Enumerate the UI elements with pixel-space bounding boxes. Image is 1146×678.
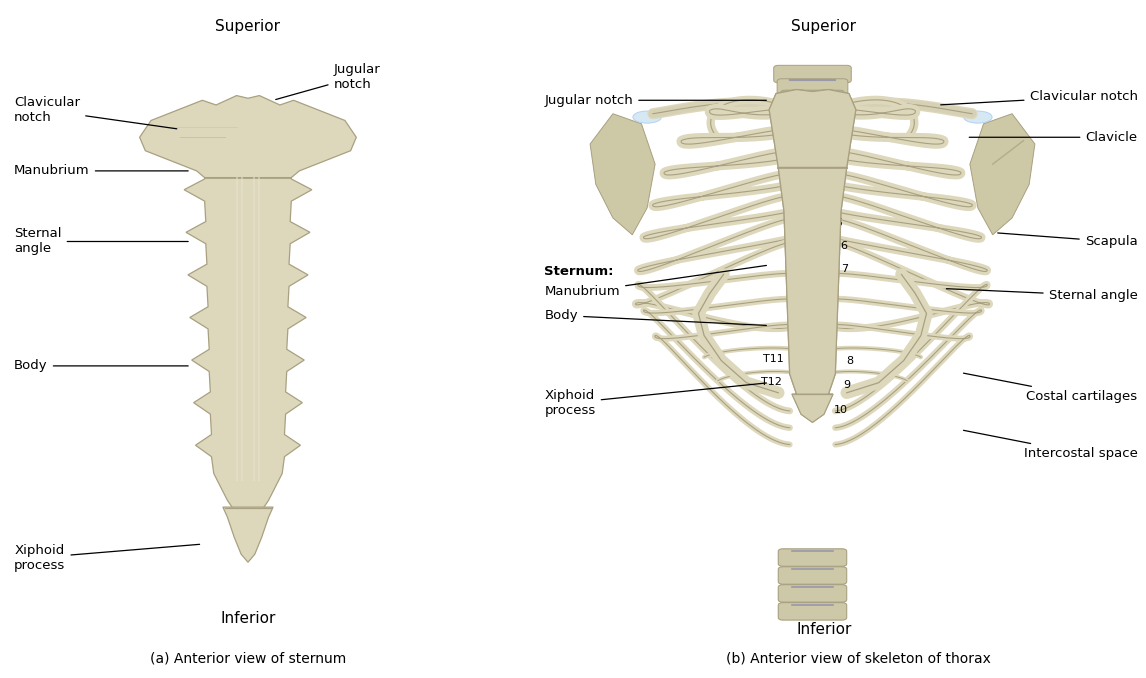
Polygon shape (778, 167, 847, 399)
Text: Inferior: Inferior (220, 611, 276, 626)
Text: Clavicular notch: Clavicular notch (941, 90, 1138, 105)
Text: T12: T12 (761, 377, 782, 387)
Polygon shape (222, 507, 273, 562)
Text: 9: 9 (843, 380, 850, 390)
Text: Superior: Superior (215, 19, 281, 34)
Text: Sternal
angle: Sternal angle (14, 228, 188, 256)
Polygon shape (140, 96, 356, 178)
FancyBboxPatch shape (778, 567, 847, 584)
Text: Jugular notch: Jugular notch (544, 94, 767, 106)
Polygon shape (778, 167, 847, 399)
Text: Xiphoid
process: Xiphoid process (14, 544, 199, 572)
Text: 8: 8 (847, 355, 854, 365)
Polygon shape (185, 178, 312, 517)
Text: 10: 10 (834, 405, 848, 415)
Text: (b) Anterior view of skeleton of thorax: (b) Anterior view of skeleton of thorax (725, 652, 990, 665)
Polygon shape (970, 114, 1035, 235)
Text: 5: 5 (835, 218, 842, 228)
Text: T11: T11 (763, 354, 784, 364)
Polygon shape (792, 394, 833, 422)
Text: Inferior: Inferior (796, 622, 851, 637)
Text: (a) Anterior view of sternum: (a) Anterior view of sternum (150, 652, 346, 665)
Text: Clavicle: Clavicle (970, 131, 1138, 144)
Text: 12: 12 (801, 385, 815, 395)
Text: Intercostal space: Intercostal space (964, 431, 1138, 460)
Text: Sternum:: Sternum: (544, 265, 614, 278)
Polygon shape (792, 394, 833, 422)
Text: 2: 2 (809, 156, 816, 166)
Text: 7: 7 (841, 264, 848, 274)
Text: Manubrium: Manubrium (14, 164, 188, 178)
FancyBboxPatch shape (778, 584, 847, 602)
FancyBboxPatch shape (780, 90, 845, 108)
Text: 11: 11 (808, 362, 822, 372)
FancyBboxPatch shape (774, 65, 851, 83)
Text: Body: Body (14, 359, 188, 372)
Polygon shape (590, 114, 656, 235)
Ellipse shape (964, 111, 992, 123)
Text: Jugular
notch: Jugular notch (276, 63, 380, 100)
Text: Scapula: Scapula (998, 233, 1138, 248)
FancyBboxPatch shape (778, 603, 847, 620)
Text: Superior: Superior (792, 19, 856, 34)
FancyBboxPatch shape (778, 549, 847, 566)
Text: Clavicular
notch: Clavicular notch (14, 96, 176, 129)
FancyBboxPatch shape (777, 79, 848, 96)
Polygon shape (769, 89, 856, 167)
Text: Xiphoid
process: Xiphoid process (544, 383, 767, 417)
Text: Costal cartilages: Costal cartilages (964, 373, 1138, 403)
Text: 6: 6 (840, 241, 847, 252)
Text: Sternal angle: Sternal angle (947, 289, 1138, 302)
Text: Body: Body (544, 309, 767, 325)
Text: 1: 1 (790, 137, 796, 147)
Text: Manubrium: Manubrium (544, 265, 767, 298)
Text: 3: 3 (823, 176, 830, 186)
Text: 4: 4 (830, 197, 837, 207)
Ellipse shape (633, 111, 661, 123)
Polygon shape (769, 89, 856, 167)
